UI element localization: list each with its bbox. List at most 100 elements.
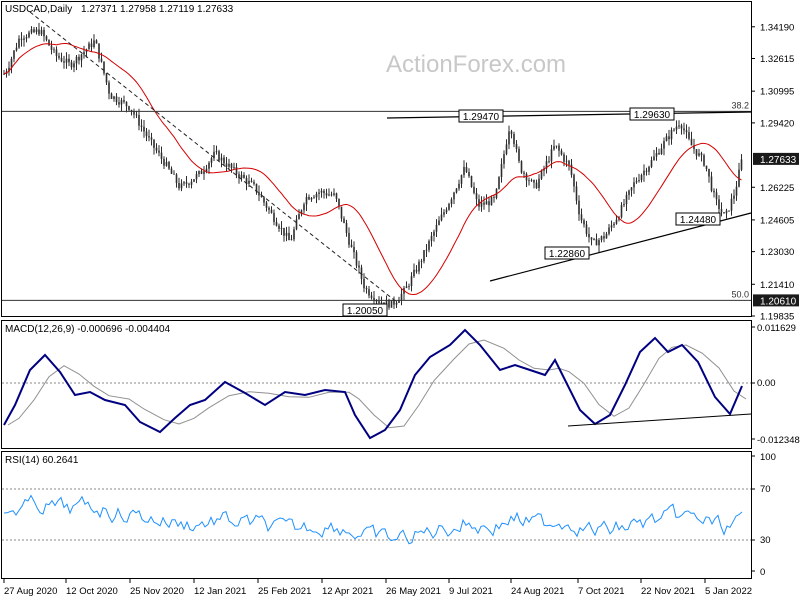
candle-body xyxy=(278,225,280,229)
candle-body xyxy=(290,239,293,241)
candle-body xyxy=(450,199,453,204)
candle-body xyxy=(603,236,605,239)
candle-body xyxy=(730,198,733,211)
candle-body xyxy=(253,182,255,184)
candle-body xyxy=(170,168,173,174)
candle-body xyxy=(165,162,168,166)
candle-body xyxy=(705,165,708,169)
candle-body xyxy=(365,288,368,290)
candle-body xyxy=(338,198,340,207)
candle-body xyxy=(120,100,123,105)
dashed-downtrend-line xyxy=(29,11,399,304)
price-annotation: 1.24480 xyxy=(675,212,721,226)
macd-signal-line xyxy=(7,339,747,429)
candle-body xyxy=(535,182,538,189)
time-tick-label: 26 May 2021 xyxy=(386,586,441,597)
candle-body xyxy=(610,225,613,228)
candle-body xyxy=(183,182,185,184)
candle-body xyxy=(38,29,40,35)
candle-body xyxy=(410,276,413,286)
candle-body xyxy=(363,278,365,289)
candle-body xyxy=(188,183,190,185)
candle-body xyxy=(168,162,170,169)
candle-body xyxy=(393,300,395,305)
rsi-tick: 30 xyxy=(760,535,771,546)
candle-body xyxy=(573,174,575,187)
candle-body xyxy=(65,58,68,63)
candle-body xyxy=(675,126,678,130)
candle-body xyxy=(190,181,193,185)
upper-resistance-trendline xyxy=(386,111,752,119)
candle-body xyxy=(228,163,230,167)
macd-panel xyxy=(1,320,752,449)
candle-body xyxy=(320,190,323,193)
candle-body xyxy=(275,222,278,226)
candle-body xyxy=(180,183,183,189)
candle-body xyxy=(218,151,220,161)
candle-body xyxy=(548,161,550,163)
candle-body xyxy=(348,232,350,245)
candle-body xyxy=(323,190,325,194)
candle-body xyxy=(630,187,633,191)
candle-body xyxy=(88,43,90,50)
candle-body xyxy=(313,197,315,199)
ohlc-values: 1.27371 1.27958 1.27119 1.27633 xyxy=(81,4,234,15)
candle-body xyxy=(643,170,645,176)
candle-body xyxy=(280,227,283,229)
candle-body xyxy=(578,200,580,215)
price-tick-label: 1.26225 xyxy=(760,183,794,194)
candle-body xyxy=(423,250,425,262)
candle-body xyxy=(720,209,723,213)
candle-body xyxy=(75,56,78,64)
candle-body xyxy=(510,131,513,134)
candle-body xyxy=(193,179,195,182)
candle-body xyxy=(145,131,148,137)
candle-body xyxy=(53,49,55,51)
time-tick-label: 7 Oct 2021 xyxy=(578,586,624,597)
candle-body xyxy=(670,130,673,140)
candle-body xyxy=(478,199,480,207)
candle-body xyxy=(133,111,135,115)
candle-body xyxy=(568,160,570,165)
candle-body xyxy=(255,183,258,193)
candle-body xyxy=(518,148,520,162)
candle-body xyxy=(395,302,398,305)
candle-body xyxy=(688,132,690,139)
candle-body xyxy=(300,210,303,215)
candle-body xyxy=(500,163,503,178)
candle-body xyxy=(668,136,670,140)
candle-body xyxy=(433,231,435,236)
candle-body xyxy=(693,145,695,150)
candle-body xyxy=(95,40,98,44)
candle-body xyxy=(155,147,158,151)
candle-body xyxy=(265,202,268,208)
candle-body xyxy=(593,239,595,240)
candle-body xyxy=(230,163,233,168)
time-tick-label: 9 Jul 2021 xyxy=(449,586,493,597)
candle-body xyxy=(100,58,103,62)
candle-body xyxy=(613,223,615,226)
price-tick-label: 1.21410 xyxy=(760,280,794,291)
time-tick-label: 5 Jan 2022 xyxy=(705,586,752,597)
candle-body xyxy=(73,63,75,68)
candle-body xyxy=(118,102,120,105)
time-tick-label: 25 Nov 2020 xyxy=(130,586,184,597)
candle-body xyxy=(10,58,13,68)
macd-tick: -0.012348 xyxy=(757,435,800,446)
time-tick-label: 25 Feb 2021 xyxy=(258,586,311,597)
candle-body xyxy=(343,218,345,224)
candle-body xyxy=(685,130,688,133)
candle-body xyxy=(673,129,675,131)
candle-body xyxy=(355,252,358,266)
candle-body xyxy=(375,300,378,302)
candle-body xyxy=(430,235,433,241)
candle-body xyxy=(598,240,600,246)
candle-body xyxy=(175,174,178,184)
candle-body xyxy=(608,227,610,234)
candle-body xyxy=(723,212,725,214)
candle-body xyxy=(33,29,35,33)
price-annotation: 1.29630 xyxy=(629,107,675,121)
candle-body xyxy=(550,149,553,162)
candle-body xyxy=(520,161,523,173)
